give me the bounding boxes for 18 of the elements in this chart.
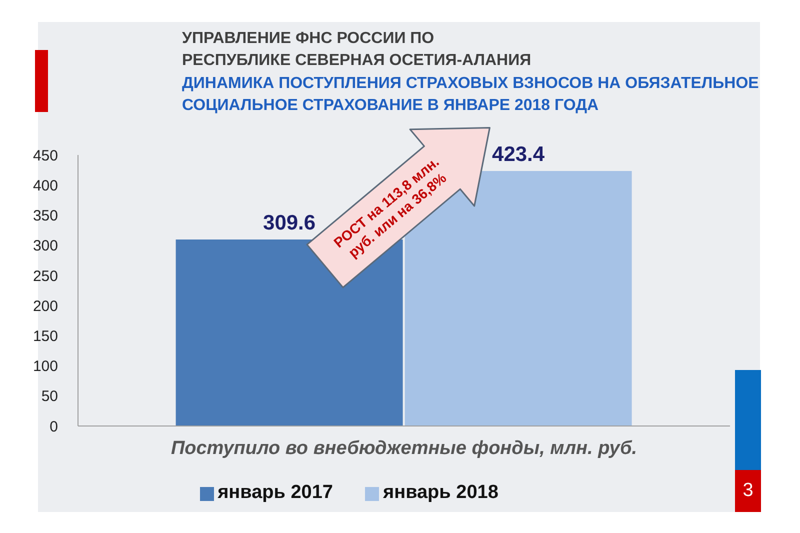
data-label: 423.4 (492, 143, 545, 166)
data-label: 309.6 (263, 212, 316, 235)
y-tick-label: 400 (32, 177, 58, 194)
y-tick-label: 350 (32, 208, 58, 225)
x-tick-label: Поступило во внебюджетные фонды, млн. руб. (170, 438, 638, 459)
y-tick-label: 450 (32, 147, 58, 164)
chart-title: ДИНАМИКА ПОСТУПЛЕНИЯ СТРАХОВЫХ ВЗНОСОВ НА ОБЯЗАТЕЛЬНОЕ СОЦИАЛЬНОЕ СТРАХОВАНИЕ В ЯНВАРЕ 2018 ГОДА (182, 74, 760, 116)
y-tick-label: 50 (41, 388, 58, 406)
y-tick-label: 0 (50, 418, 58, 436)
text: 3 (735, 470, 761, 512)
legend-label: январь 2018 (383, 482, 498, 503)
chart-subtitle: УПРАВЛЕНИЕ ФНС РОССИИ ПО РЕСПУБЛИКЕ СЕВЕРНАЯ ОСЕТИЯ-АЛАНИЯ (182, 29, 532, 71)
y-tick-label: 150 (32, 328, 58, 345)
y-tick-label: 300 (32, 238, 58, 255)
y-tick-label: 250 (32, 268, 58, 285)
legend-label: январь 2017 (218, 482, 333, 503)
y-tick-label: 100 (32, 358, 58, 376)
y-tick-label: 200 (32, 298, 58, 315)
